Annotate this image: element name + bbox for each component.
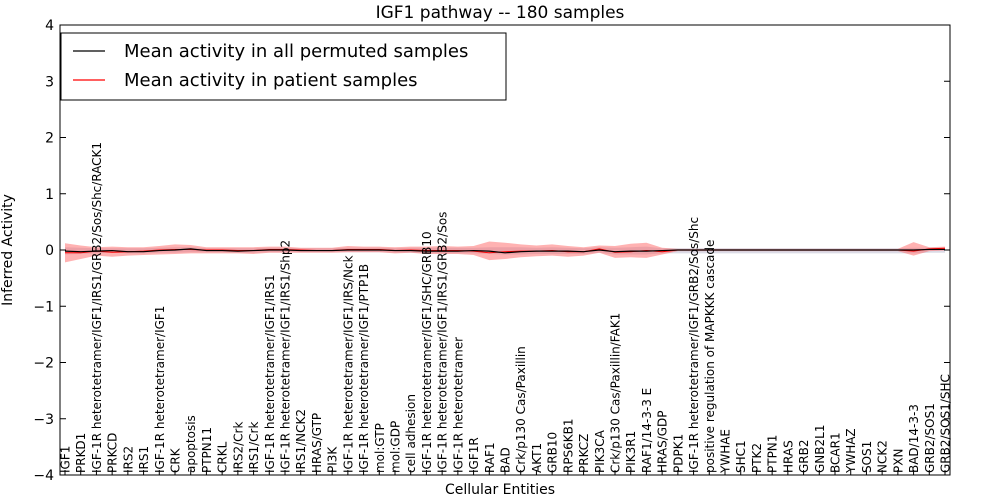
x-tick-label: PDPK1 <box>671 434 685 473</box>
x-tick-label: HRAS/GTP <box>310 413 324 473</box>
x-tick-label: PIK3CA <box>593 429 607 473</box>
x-tick-label: PTK2 <box>750 443 764 473</box>
x-tick-label: YWHAE <box>719 429 733 474</box>
legend-label-permuted: Mean activity in all permuted samples <box>124 41 468 62</box>
x-tick-label: IGF-1R heterotetramer/IGF1/PTP1B <box>357 264 371 473</box>
chart-title: IGF1 pathway -- 180 samples <box>376 3 625 23</box>
x-tick-label: IGF1R <box>467 437 481 473</box>
x-tick-label: cell adhesion <box>404 394 418 473</box>
x-tick-label: GRB2/SOS1/SHC <box>939 374 953 473</box>
x-tick-label: PRKCD <box>106 433 120 473</box>
y-tick-label: −1 <box>33 299 54 315</box>
x-tick-label: IRS2 <box>121 446 135 473</box>
x-tick-label: AKT1 <box>530 443 544 473</box>
x-tick-label: BAD <box>499 447 513 473</box>
x-tick-label: RPS6KB1 <box>561 418 575 473</box>
x-tick-label: IGF-1R heterotetramer/IGF1/GRB2/Sos/Shc <box>687 217 701 473</box>
x-tick-label: HRAS/GDP <box>656 410 670 473</box>
legend-label-patient: Mean activity in patient samples <box>124 70 418 91</box>
x-tick-label: positive regulation of MAPKKK cascade <box>703 240 717 473</box>
x-tick-label: PTPN11 <box>200 427 214 473</box>
x-tick-label: IGF-1R heterotetramer/IGF1/SHC/GRB10 <box>420 231 434 473</box>
x-tick-label: Crk/p130 Cas/Paxillin/FAK1 <box>609 313 623 473</box>
plot-layer <box>64 241 946 263</box>
tick-layer: −4 −3 −2 −1 0 1 2 3 4 <box>33 18 950 484</box>
x-tick-label: IGF-1R heterotetramer/IGF1 <box>153 306 167 473</box>
x-tick-label: mol:GDP <box>389 421 403 473</box>
x-tick-label: IRS1 <box>137 446 151 473</box>
x-tick-label: CRK <box>169 447 183 473</box>
series-line-permuted <box>64 248 945 254</box>
y-tick-label: 4 <box>45 18 54 34</box>
x-tick-label: CRKL <box>216 441 230 473</box>
x-tick-label: BAD/14-3-3 <box>907 404 921 473</box>
x-tick-label: IRS2/Crk <box>231 422 245 473</box>
y-tick-label: −3 <box>33 412 54 428</box>
x-tick-label: SHC1 <box>734 440 748 473</box>
x-tick-label: IGF-1R heterotetramer/IGF1/IRS1/GRB2/Sos… <box>90 142 104 473</box>
x-tick-label: IRS1/NCK2 <box>294 409 308 473</box>
x-tick-label: PRKCZ <box>577 434 591 473</box>
x-tick-label: BCAR1 <box>829 432 843 473</box>
x-tick-label: GRB10 <box>546 432 560 473</box>
y-tick-label: −2 <box>33 356 54 372</box>
y-tick-label: 2 <box>45 131 54 147</box>
x-tick-label: PXN <box>891 449 905 473</box>
x-tick-label: mol:GTP <box>373 423 387 473</box>
x-tick-label: RAF1 <box>483 442 497 473</box>
x-tick-label: SOS1 <box>860 441 874 473</box>
x-tick-label: IGF-1R heterotetramer/IGF1/IRS1/Shp2 <box>279 240 293 473</box>
y-tick-label: 3 <box>45 74 54 90</box>
x-tick-label: IGF-1R heterotetramer/IGF1/IRS1 <box>263 274 277 473</box>
x-tick-labels: IGF1 PRKD1 IGF-1R heterotetramer/IGF1/IRS1… <box>59 142 953 474</box>
x-tick-label: GRB2/SOS1 <box>923 403 937 473</box>
plot-frame <box>59 24 951 476</box>
x-tick-label: PRKD1 <box>74 433 88 473</box>
x-tick-label: IRS1/Crk <box>247 422 261 473</box>
x-tick-label: IGF-1R heterotetramer/IGF1/IRS/Nck <box>341 255 355 473</box>
x-tick-label: PTPN1 <box>766 435 780 473</box>
x-tick-label: NCK2 <box>876 440 890 473</box>
x-tick-label: apoptosis <box>184 415 198 473</box>
y-tick-label: 1 <box>45 187 54 203</box>
x-tick-label: GRB2 <box>797 439 811 473</box>
x-tick-label: HRAS <box>781 440 795 473</box>
x-tick-label: PIK3R1 <box>624 431 638 473</box>
x-tick-label: YWHAZ <box>844 428 858 474</box>
y-tick-label: −4 <box>33 468 54 484</box>
y-axis-label: Inferred Activity <box>0 194 16 306</box>
x-tick-label: IGF1 <box>59 446 73 473</box>
x-tick-label: Crk/p130 Cas/Paxillin <box>514 346 528 473</box>
x-tick-label: RAF1/14-3-3 E <box>640 388 654 473</box>
x-tick-label: PI3K <box>326 446 340 473</box>
legend-box <box>60 32 507 101</box>
x-tick-label: IGF-1R heterotetramer/IGF1/IRS1/GRB2/Sos <box>436 212 450 473</box>
x-tick-label: GNB2L1 <box>813 425 827 473</box>
legend: Mean activity in all permuted samples Me… <box>60 32 507 101</box>
y-tick-label: 0 <box>45 243 54 259</box>
x-axis-label: Cellular Entities <box>445 482 555 498</box>
x-tick-label: IGF-1R heterotetramer <box>451 337 465 473</box>
